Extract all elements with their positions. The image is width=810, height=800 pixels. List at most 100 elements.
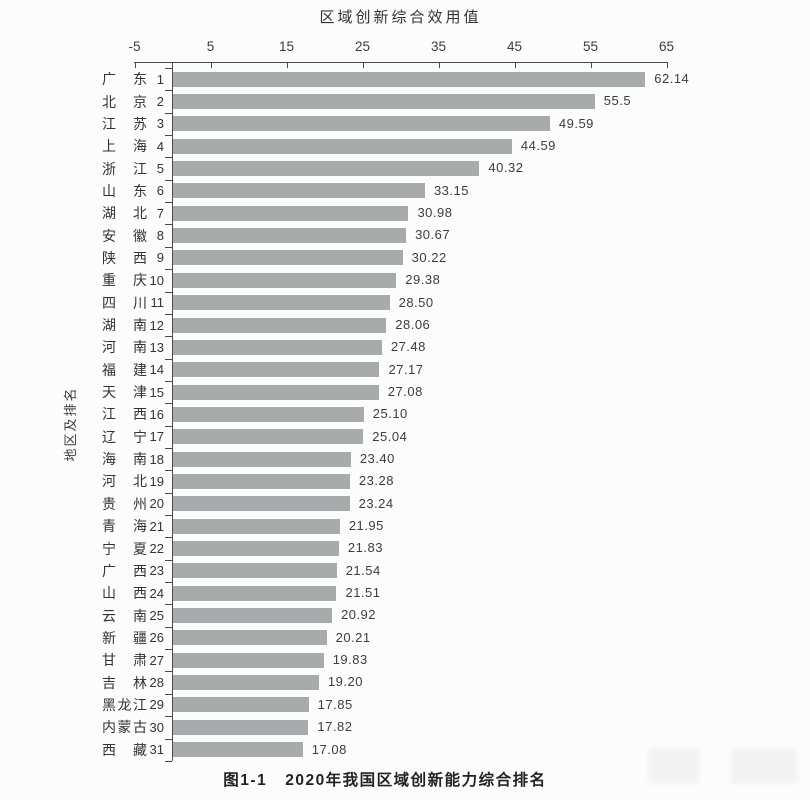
y-tick-mark	[165, 358, 172, 360]
value-label: 20.92	[340, 607, 377, 623]
bar	[173, 362, 380, 378]
category-label: 陕西 9	[102, 247, 164, 269]
x-tick-mark	[666, 62, 668, 68]
region-rank: 4	[156, 138, 164, 154]
value-label: 44.59	[520, 138, 556, 154]
category-label: 广东 1	[102, 68, 164, 90]
y-tick-mark	[165, 738, 172, 740]
bar	[173, 630, 327, 646]
bar	[173, 94, 595, 110]
y-tick-mark	[165, 179, 172, 181]
value-label: 17.85	[317, 696, 353, 712]
x-tick-mark	[514, 62, 516, 68]
x-tick-label: 25	[354, 39, 371, 54]
bar-row: 青海 21 21.95	[0, 515, 810, 537]
value-label: 21.51	[345, 585, 381, 601]
category-label: 安徽 8	[102, 224, 164, 246]
x-tick-label: 5	[206, 39, 215, 54]
category-label: 山西 24	[102, 582, 164, 604]
region-rank: 16	[149, 406, 164, 422]
bar	[173, 652, 324, 668]
region-rank: 17	[149, 429, 164, 445]
value-label: 30.22	[411, 249, 447, 265]
region-name: 甘肃	[102, 652, 147, 669]
y-tick-mark	[165, 626, 172, 628]
value-label: 17.08	[311, 741, 347, 757]
category-label: 贵州 20	[102, 493, 164, 515]
value-label: 49.59	[558, 115, 594, 131]
y-tick-mark	[165, 693, 172, 695]
bar-row: 新疆 26 20.21	[0, 627, 810, 649]
y-axis-line	[172, 62, 173, 761]
region-rank: 15	[149, 384, 164, 400]
y-tick-mark	[165, 604, 172, 606]
bar	[173, 473, 350, 489]
value-label: 20.21	[335, 629, 371, 645]
caption-figure-number: 图1-1	[223, 772, 268, 789]
x-tick-mark	[210, 62, 212, 68]
category-label: 河南 13	[102, 336, 164, 358]
y-tick-mark	[165, 492, 172, 494]
y-tick-mark	[165, 716, 172, 718]
region-name: 内蒙古	[102, 719, 147, 736]
category-label: 黑龙江 29	[102, 694, 164, 716]
category-label: 重庆 10	[102, 269, 164, 291]
value-label: 23.40	[359, 450, 395, 466]
bar-row: 天津 15 27.08	[0, 381, 810, 403]
region-name: 河北	[102, 473, 147, 490]
region-rank: 24	[149, 585, 164, 601]
region-rank: 29	[149, 697, 164, 713]
region-rank: 3	[156, 116, 164, 132]
y-tick-mark	[165, 336, 172, 338]
value-label: 19.83	[332, 652, 368, 668]
bar-row: 西藏 31 17.08	[0, 739, 810, 761]
region-name: 上海	[102, 138, 147, 155]
bar-row: 辽宁 17 25.04	[0, 426, 810, 448]
region-rank: 27	[149, 652, 164, 668]
region-name: 湖南	[102, 317, 147, 334]
region-rank: 7	[156, 205, 164, 221]
y-tick-mark	[165, 135, 172, 137]
x-tick-label: -5	[128, 39, 141, 54]
y-tick-mark	[165, 559, 172, 561]
region-name: 浙江	[102, 160, 147, 177]
bar-row: 陕西 9 30.22	[0, 247, 810, 269]
y-tick-mark	[165, 470, 172, 472]
bar-row: 湖南 12 28.06	[0, 314, 810, 336]
x-tick-label: 55	[582, 39, 599, 54]
y-tick-mark	[165, 224, 172, 226]
region-rank: 21	[149, 518, 164, 534]
region-name: 青海	[102, 518, 147, 535]
region-rank: 22	[149, 541, 164, 557]
region-rank: 26	[149, 630, 164, 646]
bar	[173, 384, 379, 400]
region-rank: 1	[156, 71, 164, 87]
category-label: 吉林 28	[102, 671, 164, 693]
value-label: 28.06	[395, 316, 431, 332]
value-label: 27.48	[390, 339, 426, 355]
region-name: 宁夏	[102, 540, 147, 557]
value-label: 55.5	[603, 93, 632, 109]
bar-row: 黑龙江 29 17.85	[0, 694, 810, 716]
chart-title: 区域创新综合效用值	[319, 9, 482, 26]
region-name: 西藏	[102, 741, 147, 758]
bar-row: 重庆 10 29.38	[0, 269, 810, 291]
region-name: 陕西	[102, 249, 147, 266]
category-label: 天津 15	[102, 381, 164, 403]
value-label: 28.50	[398, 294, 434, 310]
region-name: 辽宁	[102, 428, 147, 445]
region-name: 黑龙江	[102, 696, 147, 713]
bar-row: 广西 23 21.54	[0, 560, 810, 582]
chart-caption: 图1-1 2020年我国区域创新能力综合排名	[0, 768, 770, 790]
value-label: 25.10	[372, 406, 408, 422]
bar-row: 浙江 5 40.32	[0, 157, 810, 179]
bar-row: 海南 18 23.40	[0, 448, 810, 470]
value-label: 30.67	[415, 227, 451, 243]
bar	[173, 406, 364, 422]
region-name: 吉林	[102, 674, 147, 691]
bar	[173, 585, 337, 601]
bar-row: 吉林 28 19.20	[0, 671, 810, 693]
bar-row: 甘肃 27 19.83	[0, 649, 810, 671]
y-tick-mark	[165, 202, 172, 204]
